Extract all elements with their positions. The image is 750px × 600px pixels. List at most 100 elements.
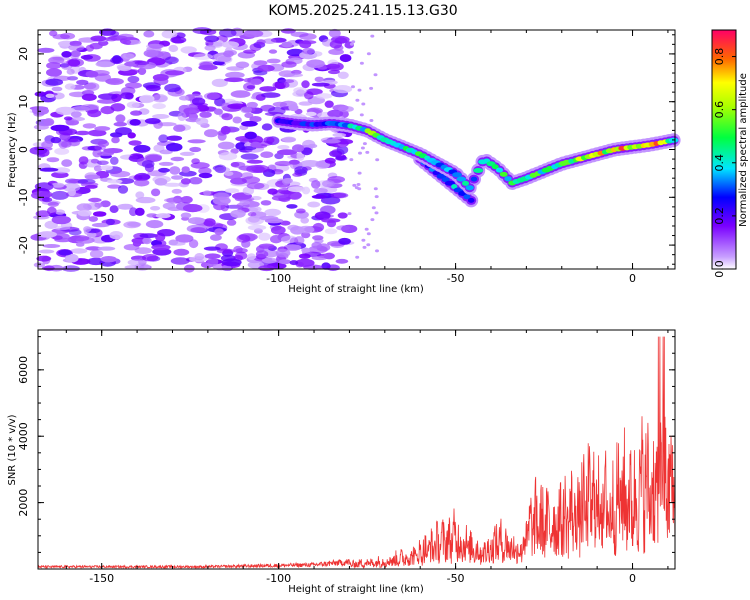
spectrogram-cell <box>110 156 119 165</box>
spectrogram-cell <box>462 180 469 186</box>
spectrogram-cell <box>187 139 206 144</box>
spectrogram-cell <box>96 98 117 104</box>
spectrogram-cell <box>361 238 366 242</box>
spectrogram-cell <box>162 202 176 210</box>
spectrogram-cell <box>133 144 151 153</box>
spectrogram-cell <box>470 176 478 182</box>
spectrogram-cell <box>264 218 284 224</box>
spectrogram-cell <box>260 200 272 206</box>
y-tick-label: -20 <box>17 236 30 254</box>
y-tick-label: 6000 <box>17 356 30 384</box>
spectrogram-cell <box>62 182 81 192</box>
y-tick-label: 10 <box>17 95 30 109</box>
spectrogram-cell <box>170 36 187 44</box>
spectrogram-cell <box>46 68 62 77</box>
spectrogram-cell <box>168 44 179 53</box>
spectrogram-cell <box>366 243 371 247</box>
spectrogram-cell <box>247 224 267 231</box>
spectrogram-cell <box>262 38 277 44</box>
spectrogram-cell <box>150 206 161 211</box>
spectrogram-cell <box>257 64 275 72</box>
spectrogram-cell <box>152 94 168 103</box>
spectrogram-cell <box>48 56 65 64</box>
y-tick-label: -10 <box>17 188 30 206</box>
spectrogram-cell <box>42 197 53 203</box>
spectrogram-y-label: Frequency (Hz) <box>7 112 18 188</box>
x-tick-label: -150 <box>89 272 114 285</box>
spectrogram-cell <box>80 182 99 188</box>
spectrogram-cell <box>88 216 99 222</box>
spectrogram-cell <box>326 63 341 69</box>
spectrogram-cell <box>90 158 99 164</box>
spectrogram-cell <box>277 145 290 150</box>
snr-y-ticks: 2000 4000 6000 <box>17 336 675 570</box>
spectrogram-cell <box>204 35 220 43</box>
x-tick-label: -50 <box>447 572 465 585</box>
spectrogram-cell <box>244 131 257 140</box>
spectrogram-cell <box>224 171 234 177</box>
spectrogram-cell <box>169 166 181 175</box>
spectrogram-cell <box>313 188 328 194</box>
spectrogram-cell <box>132 240 142 247</box>
spectrogram-cell <box>91 222 110 228</box>
spectrogram-cell <box>357 187 362 191</box>
spectrogram-cell <box>171 175 184 180</box>
spectrogram-cell <box>465 185 474 191</box>
spectrogram-cell <box>127 132 136 139</box>
spectrogram-cell <box>170 257 190 265</box>
x-tick-label: -100 <box>266 572 291 585</box>
spectrogram-cell <box>65 253 79 263</box>
spectrogram-cell <box>33 124 50 130</box>
spectrogram-cell <box>203 190 212 196</box>
spectrogram-cell <box>217 141 235 150</box>
spectrogram-cell <box>295 208 306 214</box>
spectrogram-cell <box>351 85 355 89</box>
spectrogram-cell <box>94 144 106 151</box>
spectrogram-cell <box>151 244 171 251</box>
spectrogram-cell <box>130 110 143 116</box>
snr-y-label: SNR (10 * v/v) <box>7 414 18 485</box>
spectrogram-cell <box>142 237 152 245</box>
spectrogram-cell <box>451 184 458 190</box>
spectrogram-cell <box>268 49 278 54</box>
spectrogram-cell <box>190 227 206 233</box>
spectrogram-cell <box>279 220 291 226</box>
spectrogram-cell <box>158 167 170 173</box>
spectrogram-cell <box>199 111 212 118</box>
spectrogram-cell <box>258 232 271 241</box>
spectrogram-cell <box>100 165 113 171</box>
spectrogram-cell <box>225 71 245 79</box>
spectrogram-cell <box>83 226 92 233</box>
spectrogram-cell <box>357 88 362 92</box>
spectrogram-cell <box>218 152 238 161</box>
spectrogram-cell <box>246 159 263 164</box>
spectrogram-cell <box>41 140 53 149</box>
spectrogram-cell <box>249 116 262 123</box>
spectrogram-cell <box>272 101 288 107</box>
spectrogram-cell <box>249 206 262 213</box>
spectrogram-cell <box>51 190 69 200</box>
spectrogram-cell <box>183 107 200 115</box>
spectrogram-cell <box>66 68 75 75</box>
spectrogram-cell <box>191 158 200 165</box>
spectrogram-cell <box>97 160 109 166</box>
spectrogram-cell <box>360 146 365 150</box>
spectrogram-cell <box>258 243 275 249</box>
spectrogram-cell <box>322 139 341 144</box>
spectrogram-cell <box>334 37 348 44</box>
spectrogram-cell <box>86 257 106 266</box>
spectrogram-cell <box>246 164 265 174</box>
spectrogram-cell <box>47 206 57 215</box>
spectrogram-cell <box>61 159 73 167</box>
spectrogram-cell <box>214 228 224 236</box>
spectrogram-cell <box>311 255 328 261</box>
spectrogram-cell <box>50 124 70 132</box>
spectrogram-cell <box>499 171 508 177</box>
spectrogram-cell <box>107 184 122 189</box>
spectrogram-cell <box>129 119 141 126</box>
spectrogram-cell <box>311 180 321 189</box>
spectrogram-cell <box>374 211 379 215</box>
spectrogram-cell <box>288 191 302 200</box>
spectrogram-cell <box>180 178 191 185</box>
spectrogram-cell <box>304 91 314 100</box>
